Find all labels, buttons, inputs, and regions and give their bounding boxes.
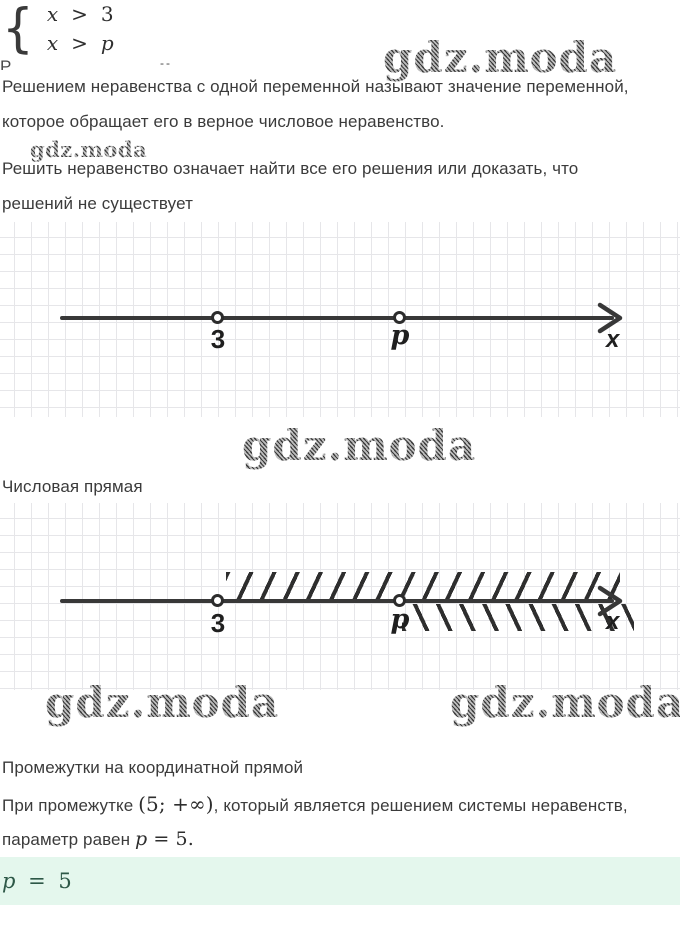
math-var-x: x xyxy=(46,1,59,26)
section-title-intervals: Промежутки на координатной прямой xyxy=(2,758,304,777)
point-label-p: p xyxy=(390,604,410,635)
watermark: gdz.moda xyxy=(45,678,280,727)
section-title-number-line: Числовая прямая xyxy=(2,477,143,496)
watermark: gdz.moda xyxy=(450,678,680,727)
hatching-above-line xyxy=(226,572,620,599)
conclusion-text: , который является решением системы нера… xyxy=(213,796,628,815)
number-line-1-axis xyxy=(60,316,614,320)
interval-notation: (5; +∞) xyxy=(138,792,214,816)
math-value-3: 3 xyxy=(100,1,114,26)
point-label-3: 3 xyxy=(210,608,226,638)
answer-highlight: p = 5 xyxy=(0,857,680,905)
definition-line-3: Решить неравенство означает найти все ег… xyxy=(2,159,579,178)
inequality-system: { x > 3 x > p xyxy=(2,0,114,59)
conclusion-text: параметр равен xyxy=(2,830,135,849)
math-var-p: p xyxy=(2,869,16,893)
conclusion-line-1: При промежутке (5; +∞), который является… xyxy=(2,792,628,816)
system-row-1: x > 3 xyxy=(47,2,114,26)
system-rows: x > 3 x > p xyxy=(47,2,114,55)
open-point-3 xyxy=(211,594,224,607)
conclusion-line-2: параметр равен p = 5. xyxy=(2,828,194,850)
axis-label-x: x xyxy=(606,608,620,635)
math-var-p: p xyxy=(134,828,148,850)
watermark: gdz.moda xyxy=(30,137,148,162)
open-point-p xyxy=(393,311,406,324)
point-label-3: 3 xyxy=(210,324,226,354)
open-point-p xyxy=(393,594,406,607)
definition-line-2: которое обращает его в верное числовое н… xyxy=(2,112,445,131)
conclusion-text: При промежутке xyxy=(2,796,139,815)
math-equation: = 5. xyxy=(147,828,194,850)
system-brace: { xyxy=(2,0,34,59)
number-line-2-axis xyxy=(60,599,614,603)
answer-text: p = 5 xyxy=(0,869,72,893)
math-equation: = 5 xyxy=(15,869,72,893)
system-row-2: x > p xyxy=(47,31,114,55)
axis-label-x: x xyxy=(606,326,620,353)
graph-paper-1: 3 p x xyxy=(0,222,680,417)
greater-than-sign: > xyxy=(71,1,88,26)
axis-arrow-icon xyxy=(597,585,623,617)
point-label-p: p xyxy=(390,320,410,351)
graph-paper-2: 3 p x xyxy=(0,503,680,690)
fragment-letter: Р xyxy=(0,57,12,70)
math-var-p: p xyxy=(100,30,114,55)
definition-line-1: Решением неравенства с одной переменной … xyxy=(2,77,629,96)
greater-than-sign: > xyxy=(71,30,88,55)
open-point-3 xyxy=(211,311,224,324)
axis-arrow-icon xyxy=(597,302,623,334)
hatching-below-line xyxy=(402,604,634,631)
math-var-x: x xyxy=(46,30,59,55)
watermark: gdz.moda xyxy=(383,33,618,82)
definition-line-4: решений не существует xyxy=(2,194,193,213)
fragment-dashes: -- xyxy=(160,56,172,70)
watermark: gdz.moda xyxy=(242,421,477,470)
